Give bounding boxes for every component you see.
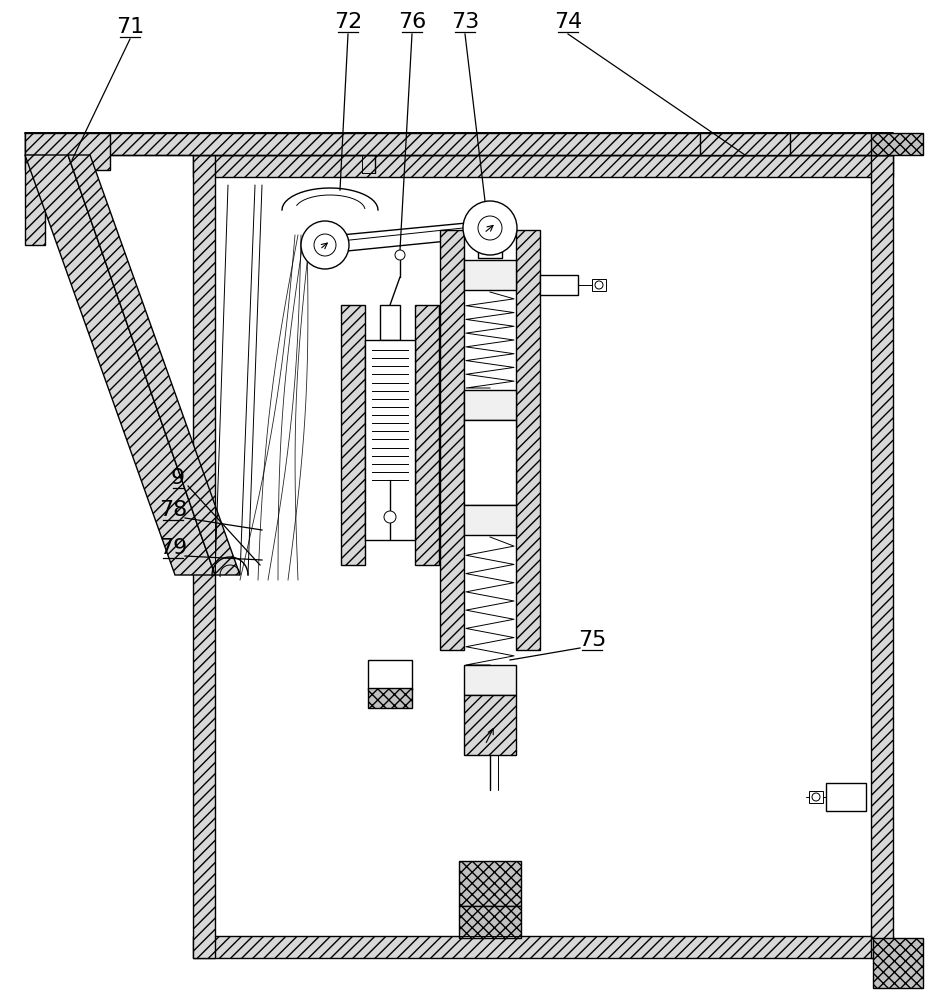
Bar: [415, 305, 439, 565]
Bar: [341, 305, 365, 565]
Bar: [368, 660, 412, 690]
Bar: [463, 420, 516, 505]
Bar: [477, 223, 502, 258]
Bar: [459, 861, 520, 906]
Bar: [463, 260, 516, 290]
Bar: [870, 155, 892, 958]
Text: 75: 75: [578, 630, 606, 650]
Bar: [25, 155, 45, 245]
Bar: [380, 305, 400, 340]
Bar: [870, 133, 922, 155]
Text: 76: 76: [398, 12, 426, 32]
Circle shape: [300, 221, 348, 269]
Bar: [592, 279, 606, 291]
Bar: [699, 133, 789, 155]
Circle shape: [395, 250, 404, 260]
Bar: [193, 155, 892, 177]
Bar: [463, 505, 516, 535]
Bar: [872, 938, 922, 988]
Bar: [463, 665, 516, 695]
Bar: [516, 230, 539, 650]
Text: 71: 71: [116, 17, 144, 37]
Text: 79: 79: [159, 538, 187, 558]
Bar: [193, 936, 892, 958]
Circle shape: [477, 216, 502, 240]
Bar: [25, 133, 892, 155]
Circle shape: [462, 201, 517, 255]
Bar: [193, 155, 214, 958]
Text: 72: 72: [333, 12, 361, 32]
Bar: [25, 133, 110, 170]
Bar: [808, 791, 822, 803]
Text: 74: 74: [553, 12, 581, 32]
Circle shape: [384, 511, 396, 523]
Bar: [368, 688, 412, 708]
Bar: [365, 340, 415, 540]
Polygon shape: [68, 155, 240, 575]
Text: 78: 78: [159, 500, 187, 520]
Bar: [463, 390, 516, 420]
Bar: [463, 695, 516, 755]
Bar: [539, 275, 578, 295]
Text: 73: 73: [450, 12, 478, 32]
Circle shape: [314, 234, 336, 256]
Circle shape: [812, 793, 819, 801]
Text: 9: 9: [170, 468, 185, 488]
Polygon shape: [25, 155, 214, 575]
Circle shape: [594, 281, 603, 289]
Bar: [459, 906, 520, 938]
Bar: [826, 783, 865, 811]
Bar: [440, 230, 463, 650]
